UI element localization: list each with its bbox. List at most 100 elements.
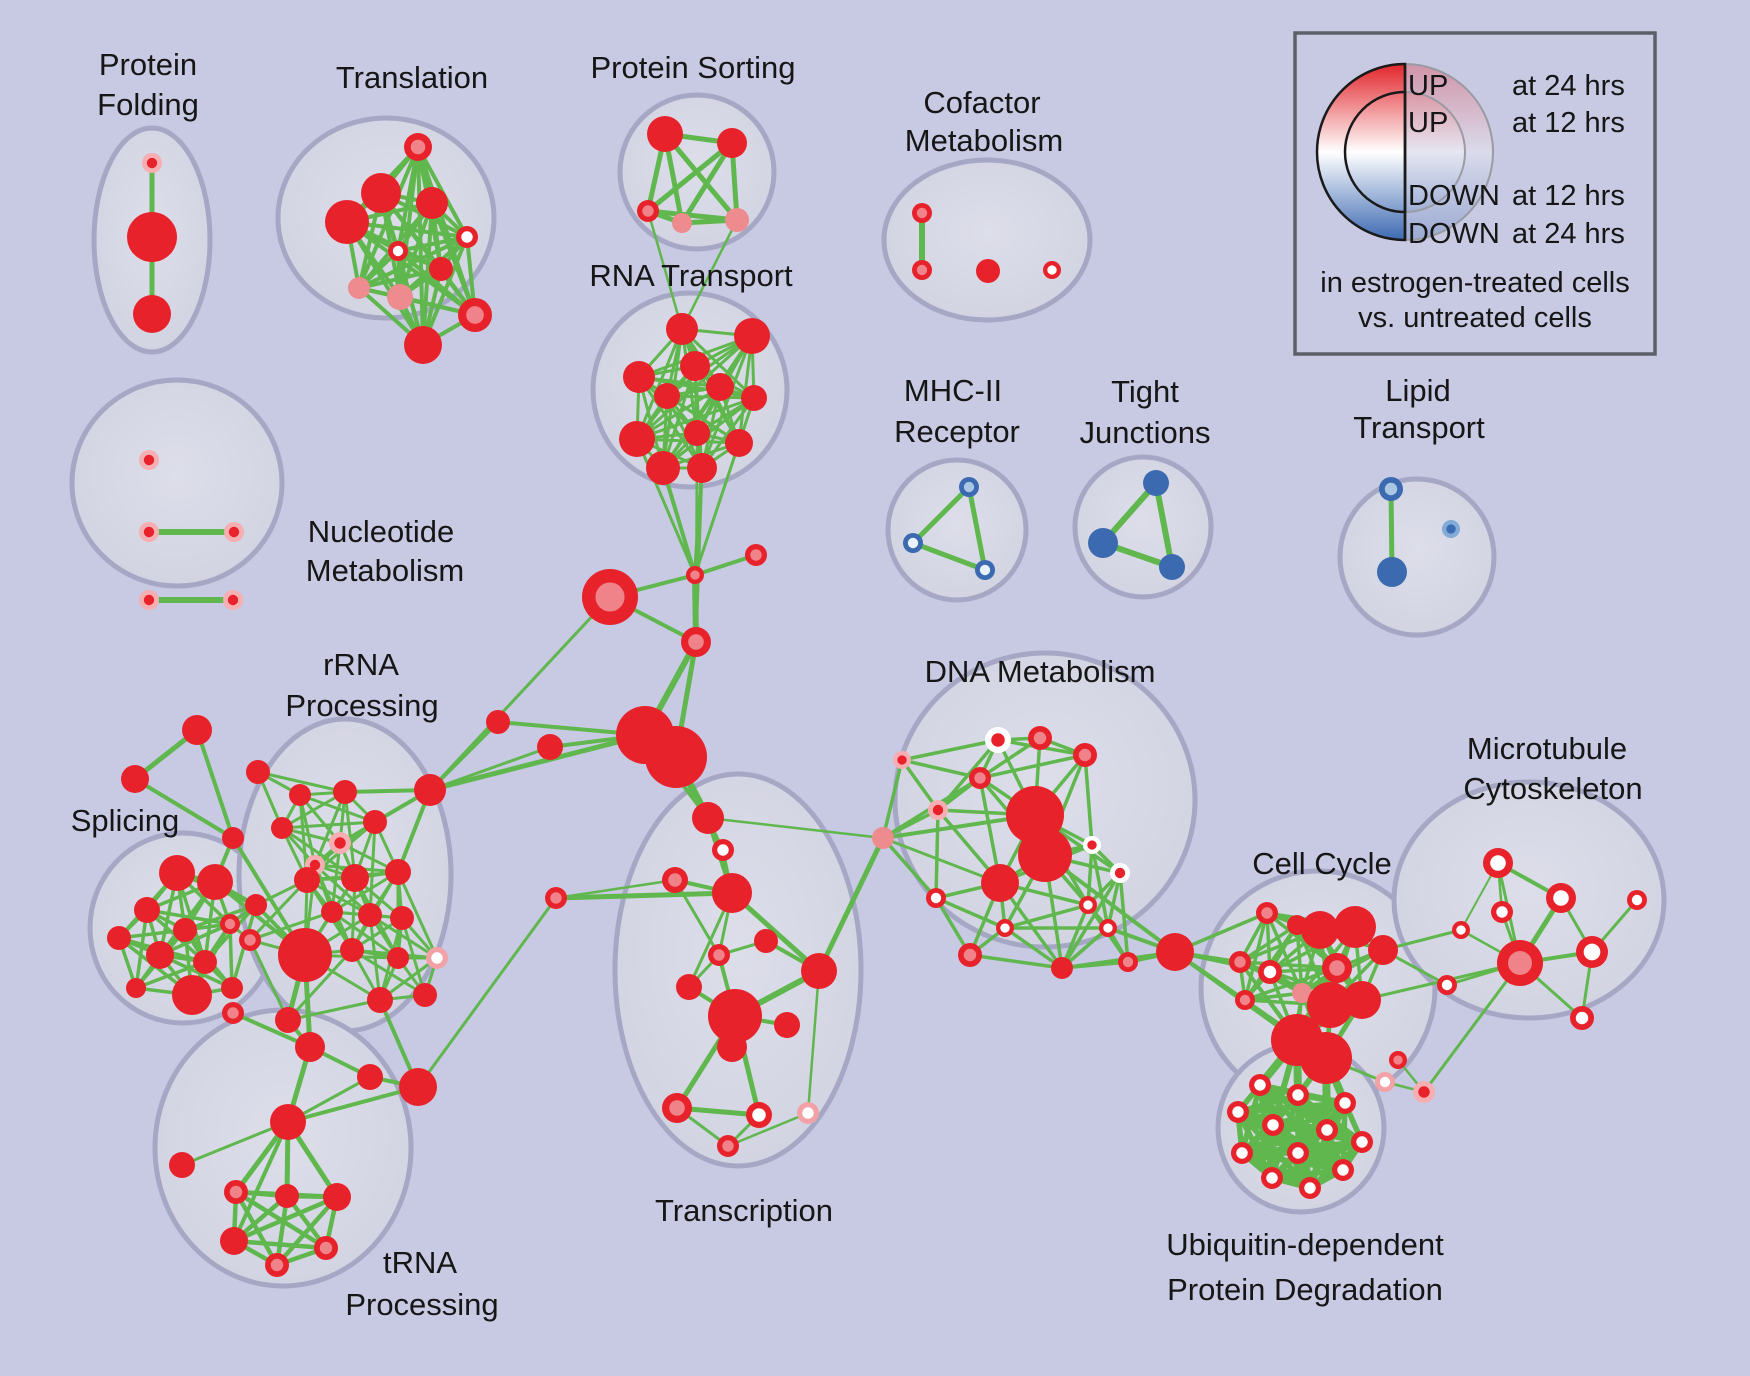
network-edge [195,728,235,840]
node-tj2 [1159,554,1185,580]
node-t7 [801,953,837,989]
node-core-t4 [550,892,562,904]
network-edge [368,913,439,960]
node-core-ub11 [1304,1182,1316,1194]
node-core-tn7 [270,1258,284,1272]
node-core-d18 [897,755,907,765]
cluster-label-lipid-transport-line1: Lipid [1385,373,1451,408]
node-core-ub5 [1321,1124,1333,1136]
node-core-tr5 [392,245,404,257]
network-edge [357,267,443,290]
node-t9 [708,989,762,1043]
node-uh2 [1300,1032,1352,1084]
legend: UP at 24 hrs UP at 12 hrs DOWN at 12 hrs DOWN a… [1293,31,1657,356]
network-edge [427,732,648,793]
node-core-m5 [1441,979,1453,991]
network-edge [368,820,377,917]
node-tn3 [275,1184,299,1208]
node-tnm [295,1032,325,1062]
node-core-t2 [668,873,682,887]
node-core-c0 [690,570,700,580]
node-core-ub7 [1236,1147,1248,1159]
node-cc8 [1307,982,1353,1028]
node-core-d0 [991,733,1005,747]
legend-footer-line1: in estrogen-treated cells [1320,267,1630,299]
node-tr7 [348,277,370,299]
network-edge [968,953,1064,970]
legend-time-3: at 12 hrs [1512,180,1625,212]
node-cc7 [1292,983,1312,1003]
legend-glyph-half [1404,90,1466,214]
node-core-tn2 [229,1185,243,1199]
node-t11 [717,1032,747,1062]
cluster-label-translation-line1: Translation [336,60,488,95]
node-rr11 [321,901,343,923]
cluster-label-protein-folding-line1: Protein [99,47,197,82]
node-c5 [645,726,707,788]
node-core-rr4 [309,859,321,871]
network-edge [1238,923,1299,964]
network-edge [635,327,684,441]
node-rr0 [246,760,270,784]
node-core-nm2 [228,526,240,538]
node-core-tn6 [319,1241,333,1255]
cluster-label-ubiquitin-degradation-line1: Ubiquitin-dependent [1166,1227,1444,1262]
network-edge [637,375,704,470]
cluster-shell-lipid-transport [1337,476,1497,638]
network-edge [430,201,477,317]
network-edge [680,218,739,331]
network-edge [1003,903,1090,930]
node-c6 [537,734,563,760]
network-edge [428,745,552,792]
node-core-c2 [595,582,625,612]
network-edge [978,753,1087,780]
node-rt7 [619,421,655,457]
node-rt6 [741,385,767,411]
network-edge [934,896,1007,930]
node-lt2 [1377,557,1407,587]
node-core-d1 [1033,731,1047,745]
node-rt3 [623,361,655,393]
cluster-label-transcription-line1: Transcription [655,1193,833,1228]
cluster-label-microtubule-cytoskeleton-line2: Cytoskeleton [1463,771,1642,806]
node-tr8 [387,284,413,310]
node-core-mh0 [963,481,975,493]
legend-glyph-half [1343,90,1407,214]
cluster-shell-cofactor-metabolism [881,157,1093,323]
node-ps3 [672,213,692,233]
node-rt9 [725,429,753,457]
network-edge [635,437,697,577]
node-cc3 [1334,906,1376,948]
node-core-m6 [1583,943,1601,961]
legend-footer-line2: vs. untreated cells [1358,302,1592,334]
network-edge [231,1194,340,1244]
node-core-cc0 [1261,907,1273,919]
cluster-label-rrna-processing-line1: rRNA [323,647,399,682]
network-edge [233,1189,280,1268]
network-edge [280,826,357,880]
network-edge [661,466,697,577]
network-edge [298,793,317,867]
node-core-p1 [1379,1076,1391,1088]
network-edge [646,209,684,331]
node-ps4 [725,208,749,232]
node-rt2 [680,351,710,381]
cluster-label-cell-cycle-line1: Cell Cycle [1252,846,1392,881]
cluster-shell-nucleotide-metabolism [69,377,285,589]
cluster-label-microtubule-cytoskeleton-line1: Microtubule [1467,731,1627,766]
node-rt5 [654,383,680,409]
node-core-lt0 [1384,482,1398,496]
cluster-label-tight-junctions-line2: Junctions [1080,415,1211,450]
node-core-nm4 [227,594,239,606]
cluster-label-trna-processing-line1: tRNA [383,1245,457,1280]
node-rr9 [341,864,369,892]
node-d5 [872,827,894,849]
cluster-shell-mhc-ii-receptor [885,457,1029,603]
node-core-mh1 [907,537,919,549]
network-edge [900,758,940,812]
network-nodes [107,116,1647,1277]
node-core-sp4 [224,918,236,930]
node-core-nm0 [143,454,155,466]
